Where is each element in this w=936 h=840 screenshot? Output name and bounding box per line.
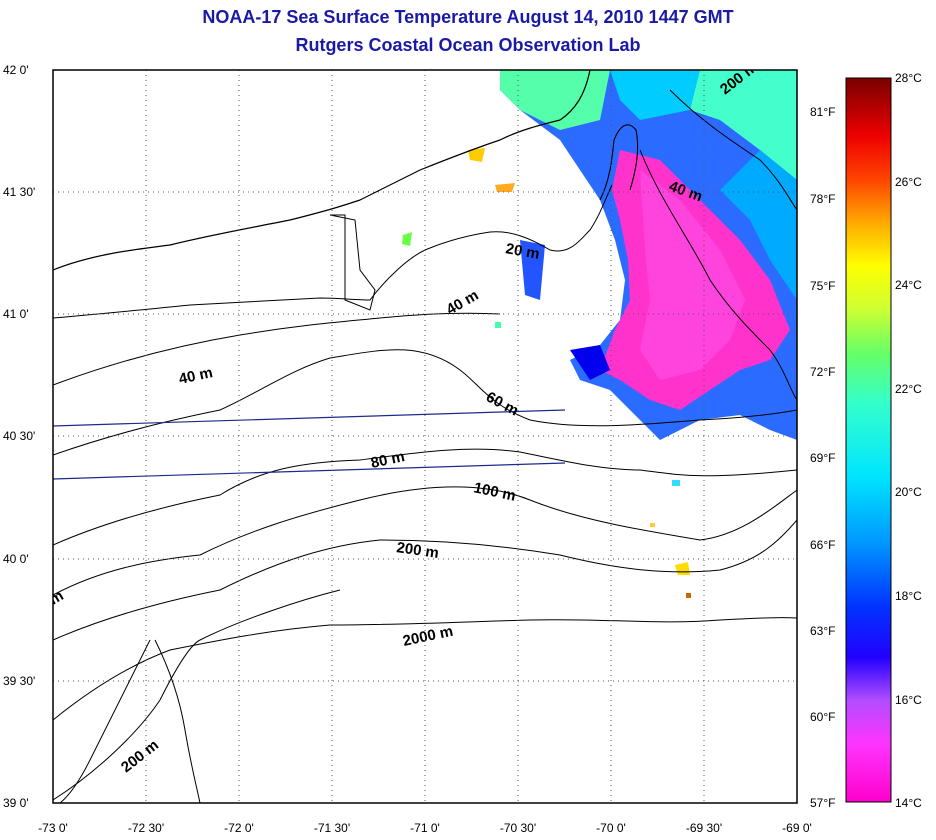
- celsius-label: 16°C: [895, 693, 922, 707]
- isobaths: [53, 89, 797, 803]
- lat-label: 39 30': [3, 674, 35, 688]
- lon-label: -71 30': [314, 821, 350, 835]
- lon-label: -73 0': [38, 821, 68, 835]
- fahrenheit-label: 75°F: [810, 279, 835, 293]
- ship-track-upper: [53, 409, 566, 427]
- coastline-long-island: [53, 184, 613, 319]
- map-subtitle: Rutgers Coastal Ocean Observation Lab: [295, 35, 641, 55]
- lon-label: -69 30': [686, 821, 722, 835]
- contour-label: 200 m: [395, 539, 439, 562]
- lat-label: 40 0': [3, 552, 29, 566]
- cape-cod: [599, 124, 639, 201]
- celsius-label: 20°C: [895, 485, 922, 499]
- lon-label: -70 0': [596, 821, 626, 835]
- lat-label: 40 30': [3, 429, 35, 443]
- colorbar: [845, 77, 892, 803]
- lon-label: -71 0': [410, 821, 440, 835]
- sst-data-layer: [402, 70, 797, 598]
- celsius-label: 24°C: [895, 278, 922, 292]
- lon-label: -70 30': [500, 821, 536, 835]
- fahrenheit-label: 72°F: [810, 365, 835, 379]
- lat-label: 42 0': [3, 63, 29, 77]
- lat-label: 41 30': [3, 185, 35, 199]
- fahrenheit-label: 69°F: [810, 451, 835, 465]
- lon-label: -69 0': [782, 821, 812, 835]
- lat-label: 39 0': [3, 796, 29, 810]
- fahrenheit-label: 57°F: [810, 796, 835, 810]
- graticule: [53, 70, 797, 803]
- lon-label: -72 0': [224, 821, 254, 835]
- fahrenheit-label: 60°F: [810, 710, 835, 724]
- map-title: NOAA-17 Sea Surface Temperature August 1…: [202, 7, 734, 27]
- celsius-label: 22°C: [895, 382, 922, 396]
- fahrenheit-label: 66°F: [810, 538, 835, 552]
- contour-label: 40 m: [177, 364, 214, 388]
- ship-track-lower: [53, 462, 566, 480]
- fahrenheit-axis: 81°F 78°F 75°F 72°F 69°F 66°F 63°F 60°F …: [810, 105, 835, 810]
- lat-label: 41 0': [3, 307, 29, 321]
- fahrenheit-label: 81°F: [810, 105, 835, 119]
- contour-label: 20 m: [504, 240, 541, 263]
- map-layers: 200 m 40 m 20 m 40 m 40 m 60 m 80 m 100 …: [53, 70, 797, 803]
- celsius-label: 26°C: [895, 175, 922, 189]
- contour-label: 80 m: [369, 448, 406, 472]
- latitude-axis: 42 0' 41 30' 41 0' 40 30' 40 0' 39 30' 3…: [3, 63, 35, 810]
- celsius-label: 28°C: [895, 71, 922, 85]
- fahrenheit-label: 63°F: [810, 624, 835, 638]
- longitude-axis: -73 0' -72 30' -72 0' -71 30' -71 0' -70…: [38, 821, 812, 835]
- fahrenheit-label: 78°F: [810, 192, 835, 206]
- celsius-label: 18°C: [895, 589, 922, 603]
- narragansett-bay: [329, 214, 376, 311]
- map-frame: [52, 69, 798, 804]
- coastline-north: [53, 70, 591, 271]
- celsius-axis: 28°C 26°C 24°C 22°C 20°C 18°C 16°C 14°C: [895, 71, 922, 810]
- lon-label: -72 30': [128, 821, 164, 835]
- celsius-label: 14°C: [895, 796, 922, 810]
